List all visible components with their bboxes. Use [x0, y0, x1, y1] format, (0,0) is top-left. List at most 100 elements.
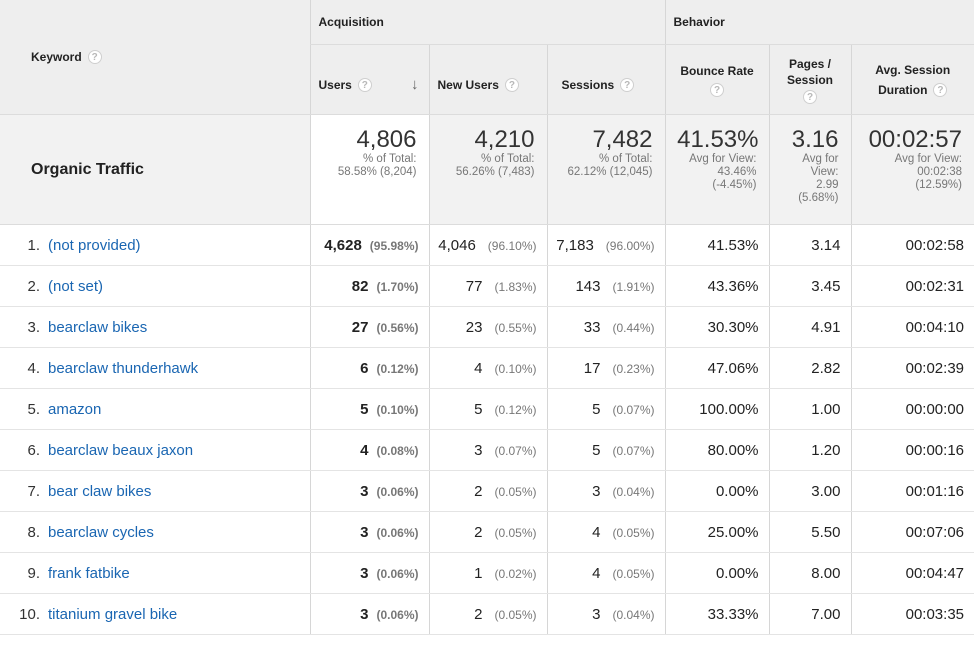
users-percent: (0.06%): [376, 566, 419, 581]
keyword-link[interactable]: bearclaw thunderhawk: [48, 359, 199, 377]
table-row: 4. bearclaw thunderhawk 6 (0.12%) 4 (0.10%) 17…: [0, 347, 974, 389]
avg-duration-cell: 00:04:10: [850, 306, 974, 348]
pages-session-cell: 1.00: [768, 388, 851, 430]
new-users-percent: (96.10%): [487, 238, 537, 253]
users-value: 5: [360, 400, 369, 418]
bounce-rate-cell: 100.00%: [664, 388, 769, 430]
keyword-link[interactable]: (not provided): [48, 236, 141, 254]
acquisition-group-header: Acquisition: [309, 0, 665, 45]
keyword-cell: 1. (not provided): [0, 224, 310, 266]
keyword-cell: 5. amazon: [0, 388, 310, 430]
users-header[interactable]: Users? ↓: [309, 44, 429, 115]
new-users-value: 23: [465, 318, 483, 336]
users-value: 4,628: [324, 236, 362, 254]
keyword-cell: 8. bearclaw cycles: [0, 511, 310, 553]
table-row: 7. bear claw bikes 3 (0.06%) 2 (0.05%) 3 (0.04%…: [0, 470, 974, 512]
row-index: 10.: [19, 605, 40, 623]
bounce-rate-cell: 30.30%: [664, 306, 769, 348]
avg-duration-cell: 00:04:47: [850, 552, 974, 594]
sessions-cell: 5 (0.07%): [546, 388, 665, 430]
new-users-value: 2: [474, 482, 483, 500]
keyword-link[interactable]: (not set): [48, 277, 104, 295]
keyword-cell: 10. titanium gravel bike: [0, 593, 310, 635]
avg-duration-cell: 00:07:06: [850, 511, 974, 553]
totals-pages-sub3: 2.99: [816, 179, 839, 191]
bounce-rate-header[interactable]: Bounce Rate?: [664, 44, 769, 115]
keyword-header-label: Keyword: [31, 49, 82, 64]
avg-duration-cell: 00:02:31: [850, 265, 974, 307]
keyword-link[interactable]: amazon: [48, 400, 102, 418]
totals-sessions-value: 7,482: [592, 126, 653, 153]
totals-users-sub1: % of Total:: [363, 153, 417, 165]
new-users-value: 2: [474, 605, 483, 623]
sessions-percent: (0.44%): [612, 320, 655, 335]
row-index: 1.: [27, 236, 40, 254]
keyword-link[interactable]: titanium gravel bike: [48, 605, 178, 623]
help-icon[interactable]: ?: [620, 78, 635, 92]
row-index: 3.: [27, 318, 40, 336]
keyword-link[interactable]: bearclaw cycles: [48, 523, 154, 541]
new-users-value: 5: [474, 400, 483, 418]
sessions-cell: 7,183 (96.00%): [546, 224, 665, 266]
bounce-rate-cell: 80.00%: [664, 429, 769, 471]
totals-row: Organic Traffic 4,806 % of Total: 58.58%…: [0, 114, 974, 225]
keyword-link[interactable]: bear claw bikes: [48, 482, 152, 500]
users-value: 3: [360, 523, 369, 541]
row-index: 7.: [27, 482, 40, 500]
sessions-percent: (0.04%): [612, 484, 655, 499]
sessions-percent: (1.91%): [612, 279, 655, 294]
behavior-group-header: Behavior: [664, 0, 974, 45]
new-users-header[interactable]: New Users?: [428, 44, 547, 115]
totals-bounce-sub3: (-4.45%): [712, 179, 757, 191]
keyword-link[interactable]: bearclaw bikes: [48, 318, 148, 336]
help-icon[interactable]: ?: [933, 83, 948, 98]
keyword-link[interactable]: bearclaw beaux jaxon: [48, 441, 194, 459]
new-users-value: 3: [474, 441, 483, 459]
pages-session-cell: 3.45: [768, 265, 851, 307]
pages-session-header[interactable]: Pages / Session?: [768, 44, 851, 115]
sessions-value: 3: [592, 605, 601, 623]
pages-session-label-line1: Pages /: [788, 56, 832, 71]
help-icon[interactable]: ?: [803, 89, 817, 104]
sessions-header[interactable]: Sessions?: [546, 44, 665, 115]
sessions-cell: 3 (0.04%): [546, 593, 665, 635]
help-icon[interactable]: ?: [87, 50, 102, 65]
avg-session-duration-header[interactable]: Avg. Session Duration?: [850, 44, 974, 115]
help-icon[interactable]: ?: [710, 82, 724, 97]
totals-users: 4,806 % of Total: 58.58% (8,204): [309, 114, 429, 225]
totals-pages-sub2: View:: [810, 166, 839, 178]
new-users-header-label: New Users: [437, 78, 499, 92]
users-percent: (95.98%): [369, 238, 419, 253]
avg-duration-label-line1: Avg. Session: [875, 62, 951, 77]
new-users-value: 1: [474, 564, 483, 582]
table-row: 8. bearclaw cycles 3 (0.06%) 2 (0.05%) 4 (0.05%…: [0, 511, 974, 553]
totals-avg-duration: 00:02:57 Avg for View: 00:02:38 (12.59%): [850, 114, 974, 225]
new-users-percent: (0.05%): [494, 484, 537, 499]
table-row: 2. (not set) 82 (1.70%) 77 (1.83%) 143 (1.91%) 4…: [0, 265, 974, 307]
new-users-cell: 5 (0.12%): [428, 388, 547, 430]
totals-pages-value: 3.16: [791, 126, 839, 153]
new-users-percent: (0.07%): [494, 443, 537, 458]
help-icon[interactable]: ?: [357, 78, 372, 92]
users-percent: (0.56%): [376, 320, 419, 335]
users-cell: 5 (0.10%): [309, 388, 429, 430]
sessions-value: 5: [592, 400, 601, 418]
keyword-link[interactable]: frank fatbike: [48, 564, 130, 582]
sessions-cell: 3 (0.04%): [546, 470, 665, 512]
table-row: 9. frank fatbike 3 (0.06%) 1 (0.02%) 4 (0.05%) 0…: [0, 552, 974, 594]
bounce-rate-header-label: Bounce Rate: [680, 63, 754, 78]
totals-label: Organic Traffic: [0, 114, 310, 225]
new-users-value: 4: [474, 359, 483, 377]
sessions-value: 7,183: [556, 236, 594, 254]
table-row: 3. bearclaw bikes 27 (0.56%) 23 (0.55%) 33 (0.4…: [0, 306, 974, 348]
avg-duration-cell: 00:01:16: [850, 470, 974, 512]
keyword-header[interactable]: Keyword?: [0, 0, 310, 115]
users-cell: 4,628 (95.98%): [309, 224, 429, 266]
help-icon[interactable]: ?: [504, 78, 519, 92]
totals-pages-sub1: Avg for: [802, 153, 839, 165]
sort-descending-icon[interactable]: ↓: [411, 76, 419, 93]
totals-bounce-sub2: 43.46%: [717, 166, 757, 178]
users-percent: (0.06%): [376, 525, 419, 540]
avg-duration-cell: 00:03:35: [850, 593, 974, 635]
users-value: 27: [351, 318, 369, 336]
